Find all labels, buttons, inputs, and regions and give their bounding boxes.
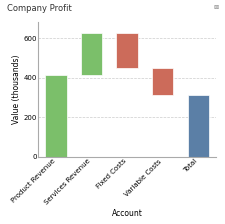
Bar [188,95,209,157]
X-axis label: Account: Account [112,209,143,218]
Text: Company Profit: Company Profit [7,4,72,13]
Bar [81,33,102,75]
Y-axis label: Value (thousands): Value (thousands) [11,55,20,124]
Bar [117,33,138,68]
Bar [152,68,173,95]
Text: ⊠: ⊠ [213,5,218,10]
Bar [45,75,67,157]
